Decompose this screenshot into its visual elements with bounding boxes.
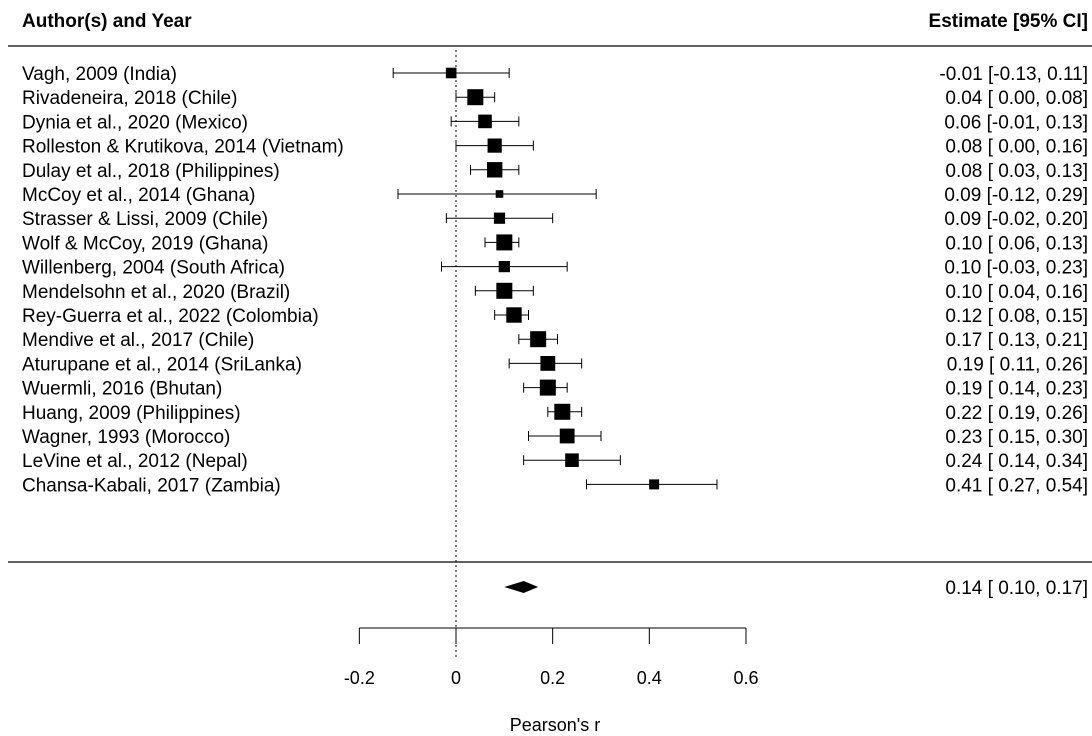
estimate-ci-text: 0.10 [ 0.06, 0.13] [945,233,1088,254]
study-label: Dulay et al., 2018 (Philippines) [22,161,280,182]
study-rows: Vagh, 2009 (India) -0.01 [-0.13, 0.11] Riv… [22,64,1088,496]
axis-tick-label: 0 [451,668,461,688]
estimate-ci-text: 0.09 [-0.12, 0.29] [944,185,1088,206]
study-row: Aturupane et al., 2014 (SriLanka) 0.19 [ … [22,354,1088,375]
estimate-ci-text: 0.23 [ 0.15, 0.30] [945,427,1088,448]
study-label: LeVine et al., 2012 (Nepal) [22,451,248,472]
study-label: Strasser & Lissi, 2009 (Chile) [22,209,268,230]
study-row: Rivadeneira, 2018 (Chile) 0.04 [ 0.00, 0.… [22,88,1088,109]
estimate-ci-text: 0.22 [ 0.19, 0.26] [945,403,1088,424]
estimate-ci-text: 0.04 [ 0.00, 0.08] [945,88,1088,109]
study-label: Mendelsohn et al., 2020 (Brazil) [22,282,290,303]
study-row: Wagner, 1993 (Morocco) 0.23 [ 0.15, 0.30] [22,427,1088,448]
point-estimate [554,403,571,420]
point-estimate [478,114,492,129]
axis-tick-label: 0.6 [733,668,758,688]
study-label: Chansa-Kabali, 2017 (Zambia) [22,475,281,496]
estimate-ci-text: 0.19 [ 0.14, 0.23] [945,379,1088,400]
header-left: Author(s) and Year [22,11,192,32]
estimate-ci-text: 0.10 [-0.03, 0.23] [944,258,1088,279]
point-estimate [530,331,547,348]
point-estimate [506,307,522,323]
estimate-ci-text: -0.01 [-0.13, 0.11] [939,64,1088,85]
study-row: LeVine et al., 2012 (Nepal) 0.24 [ 0.14, … [22,451,1088,472]
study-label: Vagh, 2009 (India) [22,64,177,85]
point-estimate [486,162,503,178]
summary-row: 0.14 [ 0.10, 0.17] [504,578,1088,599]
study-label: Wagner, 1993 (Morocco) [22,427,230,448]
estimate-ci-text: 0.19 [ 0.11, 0.26] [947,354,1088,375]
x-axis: -0.2 0 0.2 0.4 0.6 [344,627,758,688]
header-right: Estimate [95% CI] [929,11,1088,32]
axis-tick-label: 0.2 [540,668,565,688]
study-label: Wuermli, 2016 (Bhutan) [22,379,222,400]
study-row: Dynia et al., 2020 (Mexico) 0.06 [-0.01, … [22,112,1088,133]
study-row: Rey-Guerra et al., 2022 (Colombia) 0.12 [… [22,306,1088,327]
study-label: Dynia et al., 2020 (Mexico) [22,112,248,133]
study-label: Huang, 2009 (Philippines) [22,403,241,424]
point-estimate [565,453,579,467]
axis-tick-label: 0.4 [637,668,662,688]
study-row: Willenberg, 2004 (South Africa) 0.10 [-0.… [22,258,1088,279]
estimate-ci-text: 0.17 [ 0.13, 0.21] [945,330,1088,351]
x-axis-title: Pearson's r [510,715,600,735]
axis-tick-label: -0.2 [344,668,375,688]
estimate-ci-text: 0.12 [ 0.08, 0.15] [945,306,1088,327]
point-estimate [487,138,502,153]
point-estimate [498,261,510,273]
point-estimate [496,282,513,299]
estimate-ci-text: 0.08 [ 0.00, 0.16] [945,137,1088,158]
estimate-ci-text: 0.09 [-0.02, 0.20] [944,209,1088,230]
estimate-ci-text: 0.24 [ 0.14, 0.34] [945,451,1088,472]
point-estimate [649,479,660,490]
study-row: Wolf & McCoy, 2019 (Ghana) 0.10 [ 0.06, 0… [22,233,1088,254]
study-row: Mendelsohn et al., 2020 (Brazil) 0.10 [ 0… [22,282,1088,303]
study-row: Huang, 2009 (Philippines) 0.22 [ 0.19, 0.… [22,403,1088,424]
estimate-ci-text: 0.10 [ 0.04, 0.16] [945,282,1088,303]
study-row: Dulay et al., 2018 (Philippines) 0.08 [ 0… [22,161,1088,182]
point-estimate [467,89,484,106]
study-row: McCoy et al., 2014 (Ghana) 0.09 [-0.12, 0… [22,185,1088,206]
study-label: McCoy et al., 2014 (Ghana) [22,185,255,206]
study-label: Wolf & McCoy, 2019 (Ghana) [22,233,268,254]
point-estimate [495,190,504,198]
point-estimate [493,212,506,224]
study-label: Rolleston & Krutikova, 2014 (Vietnam) [22,137,344,158]
study-row: Strasser & Lissi, 2009 (Chile) 0.09 [-0.0… [22,209,1088,230]
study-row: Vagh, 2009 (India) -0.01 [-0.13, 0.11] [22,64,1088,85]
summary-diamond [504,581,539,593]
point-estimate [559,428,575,444]
study-row: Mendive et al., 2017 (Chile) 0.17 [ 0.13,… [22,330,1088,351]
summary-estimate-text: 0.14 [ 0.10, 0.17] [945,578,1088,599]
study-label: Mendive et al., 2017 (Chile) [22,330,254,351]
estimate-ci-text: 0.06 [-0.01, 0.13] [944,112,1088,133]
study-row: Rolleston & Krutikova, 2014 (Vietnam) 0.0… [22,137,1088,158]
point-estimate [539,379,556,396]
study-label: Aturupane et al., 2014 (SriLanka) [22,354,302,375]
study-label: Rey-Guerra et al., 2022 (Colombia) [22,306,319,327]
estimate-ci-text: 0.08 [ 0.03, 0.13] [945,161,1088,182]
study-label: Rivadeneira, 2018 (Chile) [22,88,237,109]
point-estimate [496,234,513,251]
estimate-ci-text: 0.41 [ 0.27, 0.54] [945,475,1088,496]
study-label: Willenberg, 2004 (South Africa) [22,258,285,279]
study-row: Chansa-Kabali, 2017 (Zambia) 0.41 [ 0.27,… [22,475,1088,496]
point-estimate [445,67,457,79]
study-row: Wuermli, 2016 (Bhutan) 0.19 [ 0.14, 0.23] [22,379,1088,400]
point-estimate [540,356,556,371]
